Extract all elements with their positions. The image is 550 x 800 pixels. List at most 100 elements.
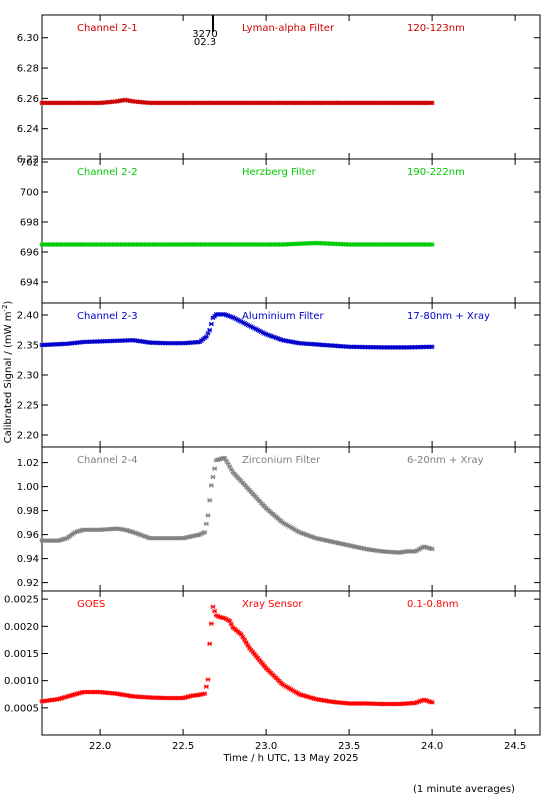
data-point bbox=[212, 608, 218, 614]
panel-frame bbox=[41, 158, 541, 304]
data-point bbox=[203, 334, 209, 339]
data-point bbox=[208, 483, 214, 488]
data-point bbox=[222, 455, 228, 461]
data-point bbox=[210, 604, 216, 610]
y-tick-label: 0.0010 bbox=[4, 676, 39, 687]
wavelength-range-label: 120-123nm bbox=[407, 23, 465, 34]
filter-label: Xray Sensor bbox=[242, 599, 303, 610]
data-point bbox=[228, 466, 234, 472]
y-tick-label: 0.92 bbox=[17, 578, 39, 589]
x-tick-label: 22.0 bbox=[89, 741, 111, 752]
x-tick-label: 22.5 bbox=[172, 741, 194, 752]
wavelength-range-label: 0.1-0.8nm bbox=[407, 599, 459, 610]
panel-frame bbox=[41, 14, 541, 160]
channel-label: Channel 2-4 bbox=[77, 455, 138, 466]
data-point bbox=[202, 691, 208, 697]
data-point bbox=[203, 684, 209, 689]
x-tick-label: 23.5 bbox=[338, 741, 360, 752]
panel-frame bbox=[41, 590, 541, 736]
event-id-label: 3270 bbox=[192, 29, 217, 40]
panel-3: 2.20 2.25 2.30 2.35 2.40 Channel 2-3 Aluminium… bbox=[17, 302, 541, 448]
x-tick-label: 24.0 bbox=[421, 741, 443, 752]
panel-4: 0.92 0.94 0.96 0.98 1.00 1.02 Channel 2-4 Zirco… bbox=[17, 446, 541, 592]
data-point bbox=[429, 242, 435, 247]
data-point bbox=[205, 513, 211, 518]
y-tick-label: 0.96 bbox=[17, 530, 39, 541]
data-point bbox=[228, 621, 234, 627]
y-tick-label: 6.28 bbox=[17, 64, 39, 75]
data-point bbox=[238, 632, 244, 637]
y-tick-label: 2.20 bbox=[17, 431, 39, 442]
data-series bbox=[39, 240, 435, 247]
y-tick-label: 6.24 bbox=[17, 124, 39, 135]
y-tick-label: 6.26 bbox=[17, 94, 39, 105]
y-axis-title: Calibrated Signal / (mW m-2) bbox=[1, 301, 14, 444]
y-tick-label: 698 bbox=[20, 218, 39, 229]
y-tick-label: 2.25 bbox=[17, 401, 39, 412]
data-point bbox=[207, 327, 213, 333]
event-value-label: 02.3 bbox=[194, 37, 216, 48]
filter-label: Herzberg Filter bbox=[242, 167, 317, 178]
data-point bbox=[207, 498, 213, 503]
x-axis: 22.0 22.5 23.0 23.5 24.0 24.5 bbox=[89, 741, 526, 752]
x-tick-label: 24.5 bbox=[504, 741, 526, 752]
filter-label: Lyman-alpha Filter bbox=[242, 23, 335, 34]
channel-label: Channel 2-2 bbox=[77, 167, 138, 178]
filter-label: Zirconium Filter bbox=[242, 455, 321, 466]
data-point bbox=[208, 621, 214, 626]
data-point bbox=[205, 330, 211, 336]
data-point bbox=[203, 521, 209, 527]
channel-label: Channel 2-1 bbox=[77, 23, 138, 34]
y-tick-label: 702 bbox=[20, 158, 39, 169]
data-series bbox=[39, 312, 435, 350]
y-tick-label: 6.22 bbox=[17, 155, 39, 166]
data-point bbox=[429, 546, 435, 552]
data-point bbox=[208, 321, 214, 327]
panel-frame bbox=[41, 302, 541, 448]
y-tick-label: 1.02 bbox=[17, 458, 39, 469]
data-series bbox=[39, 455, 435, 555]
data-point bbox=[429, 344, 435, 350]
data-point bbox=[207, 641, 213, 647]
panel-5: 0.0005 0.0010 0.0015 0.0020 0.0025 GOES Xray S… bbox=[4, 590, 541, 736]
data-point bbox=[429, 700, 435, 705]
data-point bbox=[242, 637, 248, 643]
y-tick-label: 0.98 bbox=[17, 506, 39, 517]
chart-panels: 6.22 6.24 6.26 6.28 6.30 Channel 2-1 Lyman-alp… bbox=[4, 14, 541, 736]
data-point bbox=[240, 634, 246, 640]
data-point bbox=[227, 618, 233, 624]
wavelength-range-label: 190-222nm bbox=[407, 167, 465, 178]
data-point bbox=[245, 642, 251, 648]
data-point bbox=[202, 529, 208, 535]
data-point bbox=[205, 677, 211, 682]
data-point bbox=[225, 461, 231, 466]
y-tick-label: 0.0015 bbox=[4, 649, 39, 660]
channel-label: GOES bbox=[77, 599, 105, 610]
data-point bbox=[429, 100, 435, 106]
y-tick-label: 0.94 bbox=[17, 554, 39, 565]
channel-label: Channel 2-3 bbox=[77, 311, 138, 322]
y-tick-label: 1.00 bbox=[17, 482, 39, 493]
data-point bbox=[227, 464, 233, 469]
x-axis-title: Time / h UTC, 13 May 2025 bbox=[222, 753, 358, 764]
data-point bbox=[210, 474, 216, 480]
averaging-footnote: (1 minute averages) bbox=[413, 784, 515, 795]
wavelength-range-label: 6-20nm + Xray bbox=[407, 455, 484, 466]
y-tick-label: 2.30 bbox=[17, 371, 39, 382]
y-tick-label: 700 bbox=[20, 188, 39, 199]
data-series bbox=[39, 97, 435, 106]
y-tick-label: 0.0005 bbox=[4, 703, 39, 714]
y-tick-label: 0.0025 bbox=[4, 595, 39, 606]
y-tick-label: 2.40 bbox=[17, 311, 39, 322]
panel-1: 6.22 6.24 6.26 6.28 6.30 Channel 2-1 Lyman-alp… bbox=[17, 14, 541, 166]
x-tick-label: 23.0 bbox=[255, 741, 277, 752]
data-point bbox=[243, 640, 249, 645]
data-point bbox=[223, 458, 229, 464]
wavelength-range-label: 17-80nm + Xray bbox=[407, 311, 490, 322]
y-tick-label: 694 bbox=[20, 278, 39, 289]
y-tick-label: 6.30 bbox=[17, 33, 39, 44]
panel-2: 694 696 698 700 702 Channel 2-2 Herzberg Filte… bbox=[20, 158, 541, 304]
y-tick-label: 0.0020 bbox=[4, 622, 39, 633]
data-point bbox=[212, 466, 218, 471]
